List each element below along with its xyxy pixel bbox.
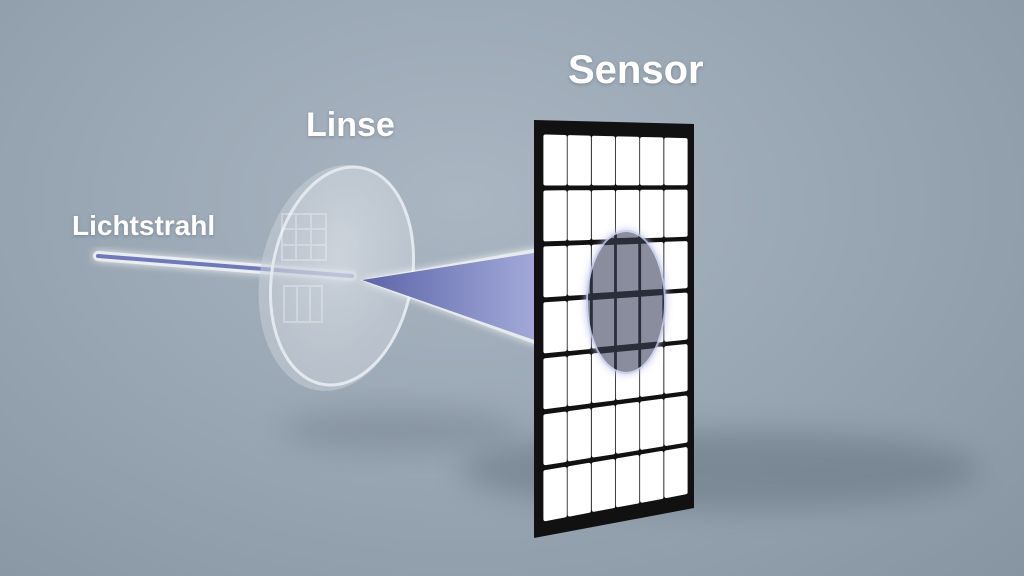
sensor-pixel xyxy=(664,137,688,186)
sensor-pixel xyxy=(664,189,688,238)
sensor-pixel xyxy=(543,466,567,522)
sensor-pixel xyxy=(664,395,688,446)
sensor-pixel xyxy=(543,134,567,186)
sensor-pixel xyxy=(591,459,616,512)
sensor-pixel xyxy=(567,462,591,517)
sensor-pixel xyxy=(640,451,664,503)
sensor-pixel xyxy=(640,137,664,186)
lit-sensor-pixel xyxy=(592,298,615,348)
sensor-label: Sensor xyxy=(568,48,704,92)
sensor-pixel xyxy=(664,292,688,342)
sensor-pixel xyxy=(543,301,567,354)
sensor-pixel xyxy=(640,189,664,239)
sensor-pixel xyxy=(567,408,591,462)
sensor-pixel xyxy=(664,447,688,498)
lens-refraction xyxy=(281,213,327,323)
sensor-pixel xyxy=(591,135,616,186)
lit-sensor-pixel xyxy=(592,244,615,294)
lit-sensor-pixel xyxy=(641,295,663,344)
sensor-pixel xyxy=(664,241,688,290)
sensor-pixel xyxy=(664,344,688,394)
sensor-pixel xyxy=(543,411,567,466)
lit-sensor-pixel xyxy=(592,230,615,239)
lens-shadow xyxy=(280,408,520,452)
sensor-pixel xyxy=(567,353,591,407)
sensor-pixel xyxy=(615,402,640,454)
sensor-pixel xyxy=(615,136,640,186)
lens-label: Linse xyxy=(306,106,395,144)
lit-sensor-pixel xyxy=(616,230,639,239)
light-cone xyxy=(360,248,540,346)
light-ray-label: Lichtstrahl xyxy=(72,210,216,241)
sensor-pixel xyxy=(591,190,616,240)
sensor-pixel xyxy=(640,398,664,450)
sensor-pixel xyxy=(567,299,591,351)
sensor-pixel xyxy=(543,245,567,298)
sensor-pixel xyxy=(543,356,567,410)
lit-sensor-pixel xyxy=(616,296,639,346)
lit-sensor-pixel xyxy=(586,245,590,295)
sensor-pixel xyxy=(567,190,591,241)
lit-sensor-pixel xyxy=(616,243,639,292)
sensor-pixel xyxy=(591,405,616,458)
sensor-pixel xyxy=(567,244,591,296)
lit-sensor-pixel xyxy=(616,349,639,374)
sensor xyxy=(534,120,694,538)
sensor-pixel xyxy=(615,455,640,508)
sensor-pixel xyxy=(567,135,591,186)
sensor-pixel xyxy=(543,190,567,242)
lens xyxy=(258,164,416,392)
